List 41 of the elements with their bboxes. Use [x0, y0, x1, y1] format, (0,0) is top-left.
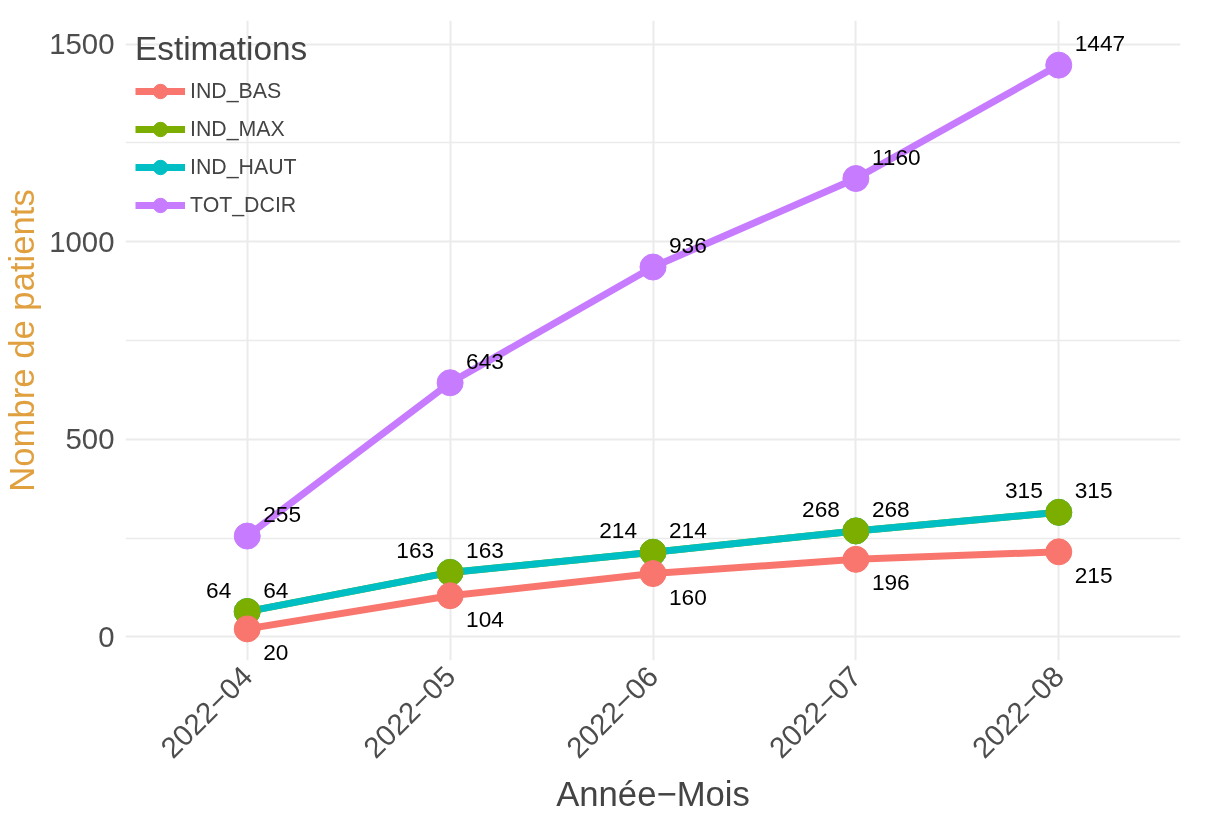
- point: [639, 560, 667, 588]
- point: [1045, 51, 1073, 79]
- data-label: 268: [802, 495, 840, 522]
- data-label: 215: [1074, 561, 1113, 588]
- data-label: 1447: [1074, 30, 1126, 57]
- data-label: 315: [1004, 477, 1043, 504]
- point: [233, 522, 261, 550]
- data-label: 214: [599, 517, 638, 544]
- data-label: 214: [669, 517, 707, 544]
- y-axis-title: Nombre de patients: [3, 189, 42, 492]
- data-label: 64: [263, 576, 289, 603]
- y-tick-label: 500: [65, 422, 115, 456]
- y-tick-label: 1000: [49, 224, 115, 258]
- data-label: 315: [1074, 477, 1113, 504]
- point: [842, 165, 870, 192]
- point: [639, 253, 667, 281]
- legend-label: IND_HAUT: [190, 154, 297, 180]
- point: [436, 369, 464, 397]
- point: [436, 582, 464, 610]
- data-label: 163: [466, 537, 504, 564]
- y-tick-label: 0: [98, 619, 115, 653]
- x-axis-title: Année−Mois: [556, 774, 750, 813]
- point: [842, 545, 870, 573]
- legend-label: IND_BAS: [190, 78, 282, 104]
- data-label: 268: [871, 495, 910, 522]
- data-label: 196: [871, 569, 910, 596]
- data-label: 104: [466, 605, 504, 632]
- data-label: 163: [396, 537, 435, 564]
- legend-label: TOT_DCIR: [190, 192, 297, 218]
- data-label: 936: [669, 232, 707, 259]
- data-label: 643: [466, 347, 504, 374]
- legend-label: IND_MAX: [190, 116, 285, 142]
- data-label: 20: [263, 638, 289, 665]
- data-label: 255: [263, 501, 302, 528]
- data-label: 64: [206, 576, 232, 603]
- legend-title: Estimations: [135, 30, 308, 68]
- point: [233, 615, 261, 643]
- data-label: 160: [669, 583, 707, 610]
- point: [1045, 538, 1073, 566]
- data-label: 1160: [871, 143, 921, 170]
- y-tick-label: 1500: [49, 27, 115, 61]
